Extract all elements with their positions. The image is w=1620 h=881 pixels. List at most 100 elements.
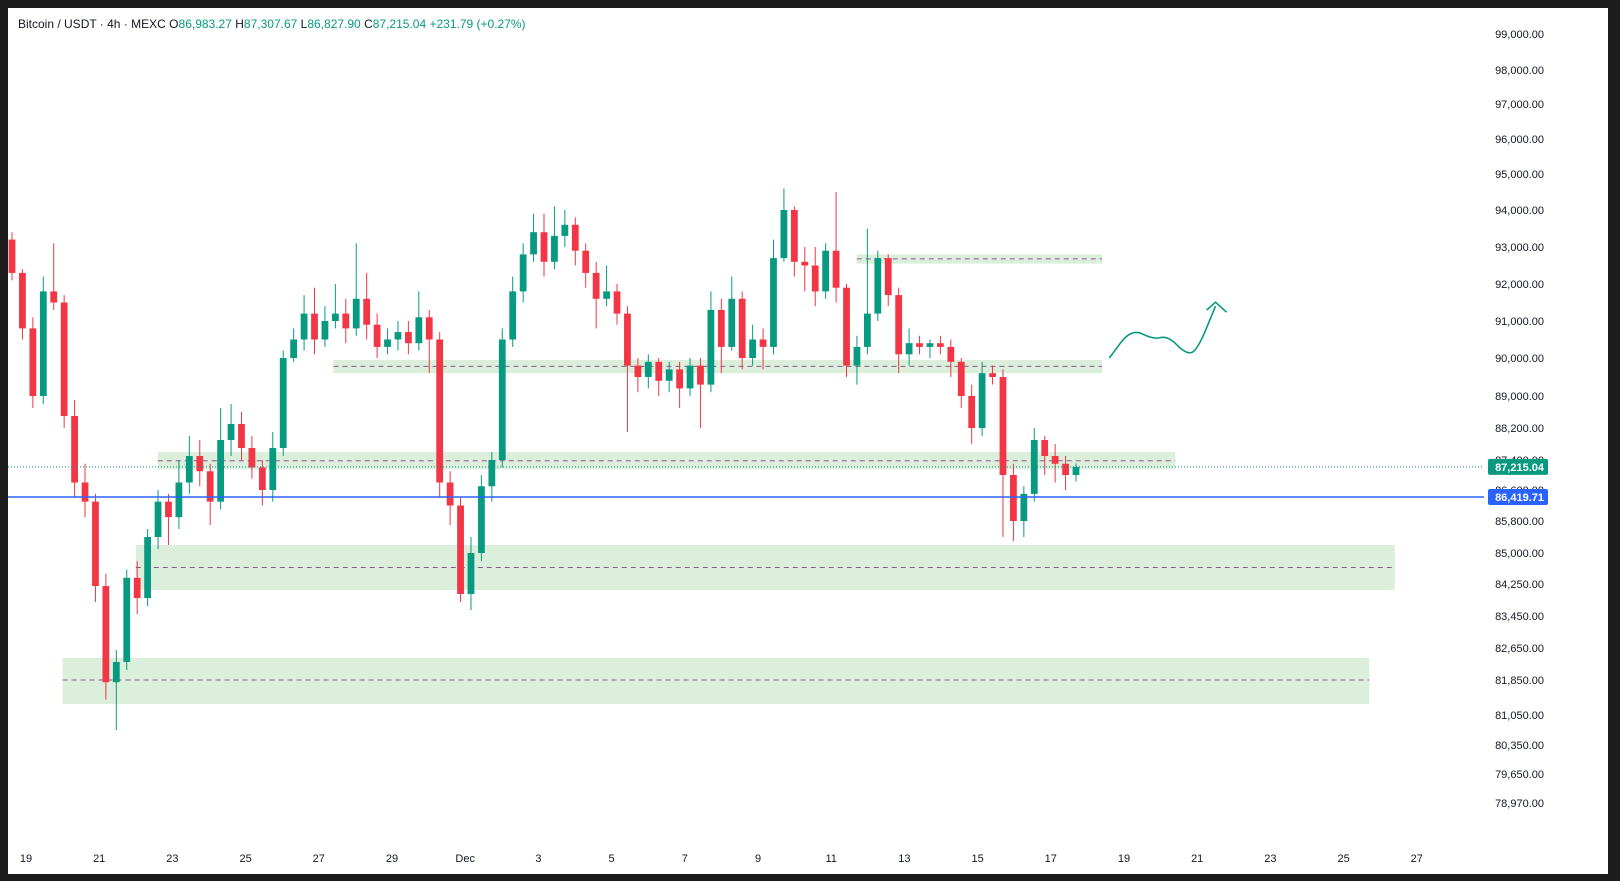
candle-99	[1041, 436, 1049, 475]
candle-body-93	[978, 373, 986, 428]
candle-body-21	[227, 424, 235, 440]
candle-body-50	[530, 232, 537, 255]
candle-body-26	[279, 358, 287, 448]
candle-body-78	[822, 250, 830, 292]
candle-63	[665, 361, 673, 393]
candle-54	[571, 217, 579, 266]
candle-89	[937, 335, 944, 355]
candle-body-72	[759, 339, 767, 347]
candle-9	[102, 573, 110, 700]
candle-body-40	[425, 317, 433, 340]
candle-body-39	[415, 317, 423, 344]
candle-body-91	[957, 361, 965, 396]
candle-body-53	[561, 224, 569, 236]
candle-8	[92, 493, 99, 602]
chart-frame: 99,000.00 98,000.00 97,000.00 96,000.00 95,0…	[8, 8, 1608, 874]
candle-78	[822, 243, 830, 299]
candle-29	[311, 287, 318, 355]
candle-23	[248, 436, 256, 479]
candle-51	[540, 213, 548, 277]
open-value: 86,983.27	[178, 17, 232, 31]
candle-11	[123, 569, 131, 670]
x-tick-label-0: 19	[20, 853, 32, 865]
price-chart[interactable]: 99,000.00 98,000.00 97,000.00 96,000.00 95,0…	[8, 8, 1608, 874]
candle-76	[801, 247, 809, 292]
y-tick-label-2: 97,000.00	[1495, 99, 1544, 111]
candle-body-102	[1072, 466, 1080, 475]
candle-94	[989, 365, 996, 385]
candle-body-35	[373, 324, 381, 347]
candle-body-11	[123, 577, 131, 662]
candle-15	[165, 493, 172, 545]
candle-82	[863, 228, 871, 355]
y-tick-label-9: 90,000.00	[1495, 353, 1544, 365]
candle-body-41	[436, 339, 444, 483]
zone-1	[333, 359, 1103, 374]
candle-22	[238, 412, 245, 460]
candle-body-99	[1041, 440, 1049, 456]
x-tick-label-11: 11	[825, 853, 836, 865]
y-tick-label-1: 98,000.00	[1495, 65, 1544, 77]
candle-34	[363, 272, 371, 340]
candle-21	[227, 404, 235, 456]
candle-body-10	[112, 662, 120, 683]
candle-49	[519, 243, 527, 303]
y-tick-label-22: 79,650.00	[1495, 769, 1544, 781]
candle-body-90	[947, 346, 955, 362]
candle-81	[853, 335, 861, 385]
low-value: 86,827.90	[307, 17, 361, 31]
candle-0	[8, 232, 16, 281]
x-tick-label-2: 23	[166, 853, 178, 865]
x-tick-label-6: Dec	[455, 853, 475, 865]
candle-body-58	[613, 291, 621, 314]
candle-16	[175, 460, 183, 529]
candle-body-9	[102, 586, 110, 683]
candle-95	[999, 369, 1007, 537]
candle-88	[926, 339, 934, 358]
candle-body-62	[655, 361, 663, 381]
candle-body-55	[582, 250, 590, 273]
candle-18	[196, 440, 204, 487]
y-tick-label-10: 89,000.00	[1495, 391, 1544, 403]
candle-84	[884, 254, 892, 307]
low-label: L	[300, 17, 308, 31]
candle-47	[498, 328, 506, 468]
candle-body-89	[937, 343, 944, 347]
x-tick-label-10: 9	[755, 853, 761, 865]
y-tick-label-11: 88,200.00	[1495, 423, 1544, 435]
candle-50	[530, 213, 537, 262]
candle-body-27	[290, 339, 298, 358]
candle-37	[394, 321, 402, 351]
candle-101	[1062, 456, 1069, 490]
x-tick-label-19: 27	[1411, 853, 1423, 865]
candle-66	[697, 358, 704, 428]
candle-body-96	[1010, 475, 1017, 521]
y-tick-label-8: 91,000.00	[1495, 316, 1544, 328]
candle-32	[342, 298, 350, 344]
candle-64	[676, 361, 683, 408]
candle-93	[978, 361, 986, 436]
candle-13	[144, 529, 151, 606]
candle-70	[738, 291, 746, 370]
candle-body-38	[405, 332, 412, 344]
candle-57	[603, 265, 610, 307]
candle-83	[874, 250, 882, 321]
candle-body-46	[488, 460, 496, 487]
candle-body-74	[780, 210, 788, 259]
x-tick-label-12: 13	[898, 853, 910, 865]
candle-body-77	[811, 265, 819, 292]
close-label: C	[364, 17, 373, 31]
candle-body-57	[603, 291, 610, 299]
candle-body-66	[697, 365, 704, 385]
candle-body-94	[989, 373, 996, 377]
candle-body-63	[665, 369, 673, 381]
candle-98	[1030, 428, 1038, 502]
candle-26	[279, 350, 287, 456]
candle-body-36	[384, 339, 391, 347]
candle-body-45	[478, 486, 485, 553]
candle-91	[957, 358, 965, 408]
high-label: H	[235, 17, 244, 31]
candle-72	[759, 328, 767, 370]
support-price-badge-bg	[1488, 488, 1548, 505]
candle-61	[644, 354, 652, 389]
